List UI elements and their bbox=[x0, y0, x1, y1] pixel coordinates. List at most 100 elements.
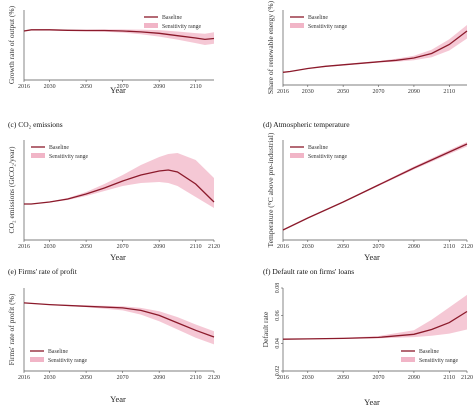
legend-sensitivity-swatch bbox=[144, 23, 158, 28]
x-tick-label-f: 2030 bbox=[302, 375, 314, 381]
x-tick-label-e: 2120 bbox=[208, 375, 220, 381]
legend-sensitivity-swatch bbox=[401, 357, 415, 362]
y-tick-label-f: 0.04 bbox=[275, 338, 281, 349]
axis-frame-a bbox=[23, 10, 214, 81]
x-tick-label-f: 2050 bbox=[337, 375, 349, 381]
x-tick-label-f: 2016 bbox=[277, 375, 289, 381]
x-tick-label-c: 2120 bbox=[208, 244, 220, 250]
legend-baseline-label: Baseline bbox=[48, 349, 68, 355]
x-tick-label-f: 2090 bbox=[408, 375, 420, 381]
x-tick-label-b: 2030 bbox=[302, 89, 314, 95]
x-tick-label-b: 2050 bbox=[337, 89, 349, 95]
x-tick-label-c: 2016 bbox=[18, 244, 30, 250]
baseline-line-a bbox=[23, 29, 215, 41]
x-tick-label-d: 2090 bbox=[408, 244, 420, 250]
panel-e: 2016 2030 2050 2070 2090 2110 2120 Firms' rate … bbox=[7, 267, 220, 404]
panel-d: 2016 2030 2050 2070 2090 2110 2120 Temperature … bbox=[263, 120, 473, 262]
x-axis-label-f: Year bbox=[364, 397, 380, 407]
x-tick-label-b: 2090 bbox=[408, 89, 420, 95]
x-axis-label-d: Year bbox=[364, 252, 380, 262]
x-tick-label-f: 2120 bbox=[461, 375, 473, 381]
baseline-line-d bbox=[282, 143, 468, 231]
x-tick-label-a: 2110 bbox=[190, 84, 202, 90]
baseline-line-c bbox=[24, 169, 215, 205]
panel-b: 2016 2030 2050 2070 2090 2110 Share of renewab… bbox=[266, 0, 468, 95]
legend-sensitivity-swatch bbox=[290, 23, 304, 28]
x-tick-label-d: 2050 bbox=[337, 244, 349, 250]
sensitivity-band-a bbox=[24, 29, 214, 45]
x-tick-label-e: 2016 bbox=[18, 375, 30, 381]
x-tick-label-c: 2030 bbox=[44, 244, 56, 250]
sensitivity-band-c bbox=[24, 153, 214, 208]
legend-sensitivity-label: Sensitivity range bbox=[162, 24, 202, 30]
sensitivity-band-b bbox=[283, 25, 467, 73]
x-tick-label-a: 2070 bbox=[117, 84, 129, 90]
y-axis-label-c: CO₂ emissions (GtCO₂/year) bbox=[7, 146, 16, 233]
x-tick-label-e: 2070 bbox=[117, 375, 129, 381]
y-axis-label-f: Default rate bbox=[261, 311, 270, 347]
x-tick-label-a: 2090 bbox=[153, 84, 165, 90]
y-axis-label-d: Temperature (°C above pre-industrial) bbox=[266, 132, 275, 247]
legend-d: Baseline Sensitivity range bbox=[290, 145, 348, 160]
legend-sensitivity-label: Sensitivity range bbox=[49, 154, 89, 160]
x-tick-label-e: 2050 bbox=[80, 375, 92, 381]
x-tick-label-d: 2120 bbox=[461, 244, 473, 250]
x-tick-label-e: 2090 bbox=[153, 375, 165, 381]
legend-baseline-label: Baseline bbox=[162, 15, 182, 21]
y-tick-label-f: 0.02 bbox=[275, 366, 281, 377]
legend-c: Baseline Sensitivity range bbox=[31, 145, 89, 160]
y-tick-label-f: 0.08 bbox=[275, 283, 281, 294]
x-tick-label-a: 2050 bbox=[80, 84, 92, 90]
legend-sensitivity-label: Sensitivity range bbox=[308, 24, 348, 30]
x-tick-label-c: 2110 bbox=[190, 244, 202, 250]
x-tick-label-c: 2090 bbox=[153, 244, 165, 250]
x-tick-label-a: 2016 bbox=[18, 84, 30, 90]
x-tick-label-e: 2030 bbox=[44, 375, 56, 381]
x-tick-label-d: 2070 bbox=[373, 244, 385, 250]
legend-baseline-label: Baseline bbox=[308, 15, 328, 21]
x-tick-label-f: 2070 bbox=[373, 375, 385, 381]
legend-sensitivity-label: Sensitivity range bbox=[419, 358, 459, 364]
legend-sensitivity-swatch bbox=[30, 357, 44, 362]
x-tick-label-f: 2110 bbox=[443, 375, 455, 381]
x-tick-label-c: 2070 bbox=[117, 244, 129, 250]
x-tick-label-a: 2030 bbox=[44, 84, 56, 90]
x-tick-label-b: 2070 bbox=[373, 89, 385, 95]
x-tick-label-d: 2016 bbox=[277, 244, 289, 250]
panel-title-d: (d) Atmospheric temperature bbox=[263, 120, 350, 129]
panel-title-c: (c) CO₂ emissions bbox=[8, 120, 63, 129]
baseline-line-b bbox=[282, 30, 468, 73]
legend-sensitivity-label: Sensitivity range bbox=[48, 358, 88, 364]
legend-f: Baseline Sensitivity range bbox=[401, 349, 459, 364]
legend-sensitivity-label: Sensitivity range bbox=[308, 154, 348, 160]
x-tick-label-d: 2110 bbox=[443, 244, 455, 250]
x-tick-label-e: 2110 bbox=[190, 375, 202, 381]
y-tick-label-f: 0.06 bbox=[275, 310, 281, 321]
x-tick-label-b: 2016 bbox=[277, 89, 289, 95]
legend-sensitivity-swatch bbox=[31, 153, 45, 158]
x-axis-label-c: Year bbox=[110, 252, 126, 262]
panel-f: 2016 2030 2050 2070 2090 2110 2120 0.02 0.04 0.06… bbox=[261, 267, 473, 407]
y-axis-label-e: Firms' rate of profit (%) bbox=[7, 293, 16, 365]
x-tick-label-b: 2110 bbox=[443, 89, 455, 95]
legend-baseline-label: Baseline bbox=[49, 145, 69, 151]
x-tick-label-d: 2030 bbox=[302, 244, 314, 250]
x-axis-label-e: Year bbox=[110, 394, 126, 404]
legend-b: Baseline Sensitivity range bbox=[290, 15, 348, 30]
legend-a: Baseline Sensitivity range bbox=[144, 15, 202, 30]
legend-baseline-label: Baseline bbox=[308, 145, 328, 151]
panel-a: 2016 2030 2050 2070 2090 2110 Growth rate of o… bbox=[7, 5, 215, 95]
baseline-line-f bbox=[282, 310, 468, 340]
panel-title-f: (f) Default rate on firms' loans bbox=[263, 267, 354, 276]
baseline-line-e bbox=[23, 302, 215, 338]
sensitivity-band-f bbox=[283, 294, 467, 340]
legend-e: Baseline Sensitivity range bbox=[30, 349, 88, 364]
legend-sensitivity-swatch bbox=[290, 153, 304, 158]
panel-title-e: (e) Firms' rate of profit bbox=[8, 267, 78, 276]
panel-c: 2016 2030 2050 2070 2090 2110 2120 CO₂ emission… bbox=[7, 120, 220, 262]
y-axis-label-b: Share of renewable energy (%) bbox=[266, 0, 275, 94]
sensitivity-band-e bbox=[24, 302, 214, 345]
x-tick-label-c: 2050 bbox=[80, 244, 92, 250]
y-axis-label-a: Growth rate of output (%) bbox=[7, 5, 16, 84]
